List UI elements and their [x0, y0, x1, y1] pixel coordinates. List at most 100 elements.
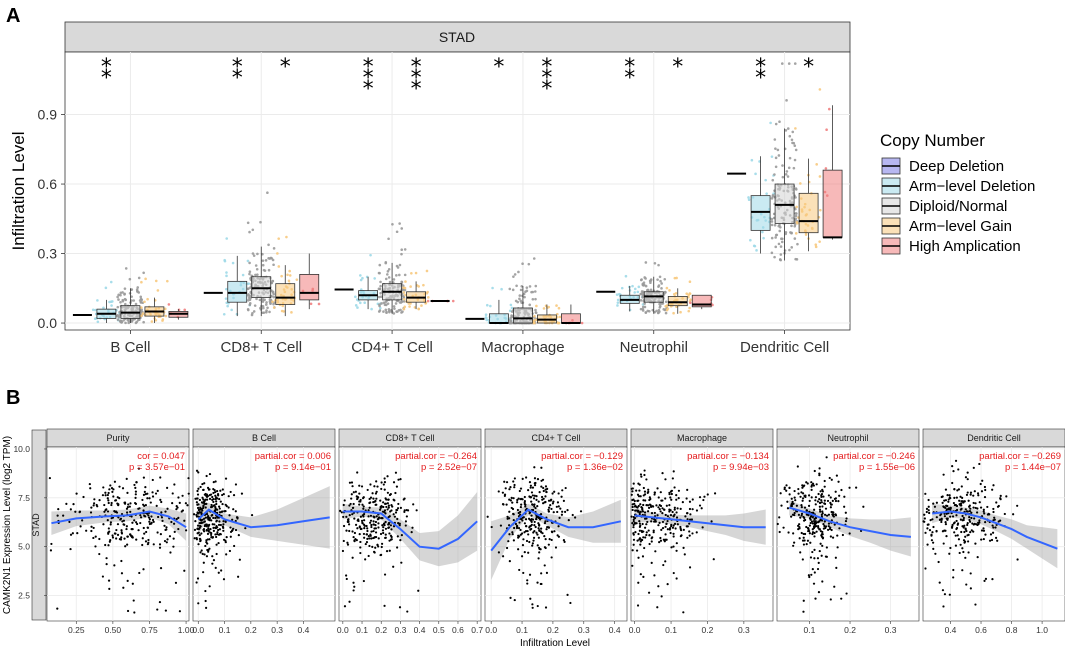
scatter-point	[811, 522, 814, 525]
jitter-point	[265, 311, 268, 314]
jitter-point	[555, 304, 558, 307]
scatter-point	[250, 514, 254, 517]
scatter-point	[630, 493, 633, 496]
scatter-point	[984, 577, 988, 580]
scatter-point	[649, 505, 653, 509]
scatter-point	[992, 510, 995, 514]
scatter-point	[643, 511, 647, 514]
scatter-point	[342, 524, 346, 528]
jitter-point	[392, 278, 396, 281]
jitter-point	[272, 295, 276, 299]
scatter-point	[151, 495, 155, 498]
scatter-point	[945, 512, 948, 515]
scatter-point	[793, 511, 796, 515]
scatter-point	[688, 530, 691, 533]
scatter-point	[203, 517, 206, 520]
scatter-point	[632, 543, 635, 546]
scatter-point	[131, 582, 134, 585]
scatter-point	[528, 512, 531, 515]
y-tick-label: 0.0	[38, 315, 58, 331]
scatter-point	[115, 537, 118, 540]
scatter-point	[134, 486, 137, 490]
p-value-label: p = 9.94e−03	[713, 462, 769, 473]
scatter-point	[504, 487, 507, 490]
scatter-point	[829, 506, 832, 509]
scatter-point	[392, 481, 396, 484]
scatter-point	[114, 532, 117, 535]
panel-title: Purity	[106, 433, 130, 443]
scatter-point	[979, 506, 983, 509]
scatter-point	[213, 523, 216, 526]
scatter-point	[411, 526, 414, 529]
scatter-point	[942, 605, 945, 608]
scatter-point	[129, 510, 132, 513]
scatter-point	[710, 520, 713, 523]
scatter-point	[195, 469, 199, 472]
scatter-point	[800, 503, 803, 507]
scatter-point	[369, 534, 372, 537]
scatter-point	[170, 520, 173, 524]
scatter-point	[530, 527, 533, 531]
scatter-point	[968, 516, 971, 519]
scatter-point	[799, 551, 802, 554]
scatter-point	[383, 481, 387, 484]
scatter-point	[661, 507, 664, 510]
scatter-point	[988, 513, 991, 516]
scatter-point	[199, 551, 202, 554]
scatter-point	[144, 485, 147, 489]
scatter-point	[166, 538, 169, 541]
scatter-point	[148, 518, 152, 521]
scatter-point	[160, 500, 163, 504]
scatter-point	[817, 561, 820, 564]
jitter-point	[403, 273, 407, 277]
jitter-point	[761, 230, 764, 234]
scatter-point	[647, 591, 651, 594]
scatter-point	[49, 549, 53, 552]
scatter-point	[216, 531, 219, 534]
scatter-point	[171, 502, 174, 505]
scatter-point	[389, 538, 393, 541]
scatter-point	[519, 528, 522, 532]
scatter-point	[356, 497, 359, 501]
scatter-point	[366, 537, 369, 541]
scatter-point	[552, 511, 555, 514]
scatter-point	[787, 531, 790, 534]
jitter-point	[417, 307, 421, 311]
panel-title: B Cell	[252, 433, 276, 443]
scatter-point	[175, 517, 178, 521]
scatter-point	[641, 508, 644, 511]
x-tick-label-b: 0.2	[844, 625, 856, 635]
scatter-point	[956, 534, 959, 537]
scatter-point	[943, 515, 946, 518]
scatter-point	[978, 501, 981, 504]
scatter-point	[957, 538, 961, 541]
scatter-point	[389, 510, 392, 513]
scatter-point	[375, 490, 378, 493]
scatter-point	[540, 527, 543, 530]
scatter-point	[118, 485, 121, 488]
scatter-point	[172, 537, 175, 540]
scatter-point	[823, 502, 826, 505]
jitter-point	[778, 223, 781, 227]
scatter-point	[497, 490, 500, 493]
scatter-point	[679, 527, 682, 530]
scatter-point	[195, 501, 198, 504]
scatter-point	[533, 505, 536, 508]
jitter-point	[774, 156, 778, 160]
scatter-point	[943, 512, 946, 515]
scatter-point	[949, 506, 952, 510]
scatter-point	[944, 520, 947, 524]
scatter-point	[383, 488, 386, 491]
scatter-point	[934, 552, 937, 555]
jitter-point	[791, 141, 794, 145]
scatter-point	[664, 560, 667, 563]
scatter-point	[983, 579, 986, 582]
jitter-point	[426, 290, 429, 294]
scatter-point	[361, 503, 364, 506]
scatter-point	[106, 510, 110, 513]
scatter-point	[673, 513, 676, 516]
jitter-point	[534, 318, 538, 322]
jitter-point	[183, 308, 187, 312]
scatter-point	[381, 529, 385, 532]
scatter-point	[515, 526, 519, 530]
